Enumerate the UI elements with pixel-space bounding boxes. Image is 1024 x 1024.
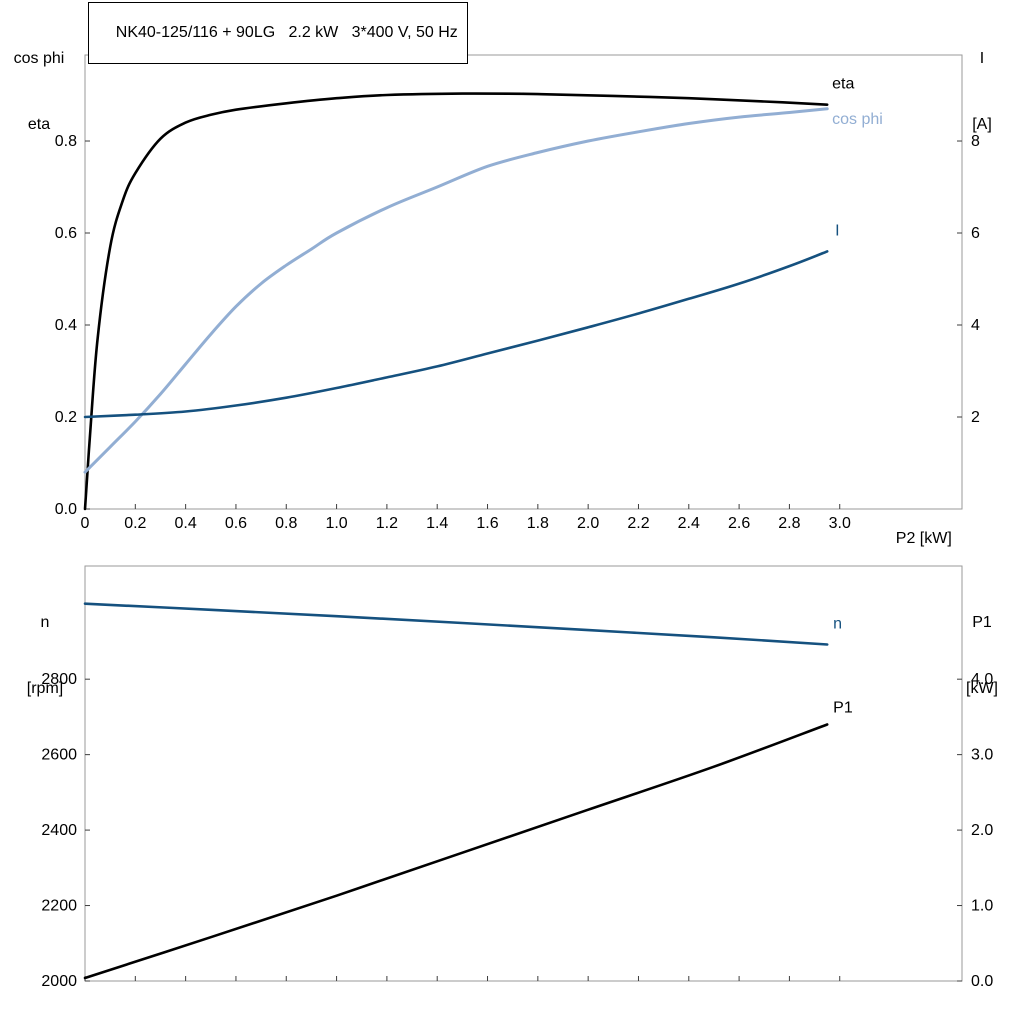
- axis-title-line: [rpm]: [26, 680, 64, 697]
- series-p1-curve: [83, 723, 829, 980]
- x-tick-label: 1.4: [426, 515, 448, 532]
- axis-title-line: eta: [27, 116, 51, 133]
- top-chart-right-axis-title: I [A]: [948, 4, 1016, 180]
- left-tick-label: 0.0: [55, 501, 77, 518]
- x-axis-label-text: P2 [kW]: [895, 530, 952, 547]
- x-tick-label: 0: [81, 515, 90, 532]
- chart-title-box: NK40-125/116 + 90LG 2.2 kW 3*400 V, 50 H…: [88, 2, 468, 64]
- x-tick-label: 3.0: [829, 515, 851, 532]
- right-tick-label: 3.0: [971, 747, 993, 764]
- series-p1-label: P1: [833, 699, 853, 716]
- right-tick-label: 2: [971, 409, 980, 426]
- left-tick-label: 0.6: [55, 225, 77, 242]
- x-tick-label: 2.2: [627, 515, 649, 532]
- chart-frame: [84, 54, 963, 510]
- bottom-chart-right-axis-title: P1 [kW]: [948, 568, 1016, 744]
- series-cos-phi-curve: [83, 107, 829, 474]
- x-tick-label: 0.4: [175, 515, 197, 532]
- right-tick-label: 6: [971, 225, 980, 242]
- series-eta-curve: [83, 92, 829, 511]
- axis-title-line: P1: [972, 614, 992, 631]
- right-tick-label: 4.0: [971, 671, 993, 688]
- series-i-label: I: [835, 222, 839, 239]
- series-eta-label: eta: [832, 76, 854, 93]
- series-n-curve: [83, 602, 829, 646]
- bottom-chart-left-axis-title: n [rpm]: [14, 568, 76, 744]
- left-tick-label: 2400: [41, 822, 77, 839]
- chart-title: NK40-125/116 + 90LG 2.2 kW 3*400 V, 50 H…: [115, 24, 458, 41]
- x-tick-label: 1.8: [527, 515, 549, 532]
- x-tick-label: 0.6: [225, 515, 247, 532]
- left-tick-label: 0.8: [55, 133, 77, 150]
- left-tick-label: 2200: [41, 898, 77, 915]
- x-tick-label: 2.0: [577, 515, 599, 532]
- top-chart-left-axis-title: cos phi eta: [6, 4, 72, 180]
- right-tick-label: 8: [971, 133, 980, 150]
- axis-title-line: n: [40, 614, 50, 631]
- chart-frame: [84, 565, 963, 982]
- x-tick-label: 2.8: [778, 515, 800, 532]
- right-tick-label: 2.0: [971, 822, 993, 839]
- x-tick-label: 2.6: [728, 515, 750, 532]
- left-tick-label: 0.4: [55, 317, 77, 334]
- series-n-label: n: [833, 615, 842, 632]
- axis-title-line: [kW]: [966, 680, 998, 697]
- left-tick-label: 2800: [41, 671, 77, 688]
- x-tick-label: 1.6: [476, 515, 498, 532]
- axis-title-line: [A]: [972, 116, 992, 133]
- left-tick-label: 0.2: [55, 409, 77, 426]
- left-tick-label: 2000: [41, 973, 77, 990]
- series-i-curve: [83, 250, 829, 419]
- right-tick-label: 1.0: [971, 898, 993, 915]
- x-tick-label: 2.4: [678, 515, 700, 532]
- right-tick-label: 4: [971, 317, 980, 334]
- series-cos-phi-label: cos phi: [832, 111, 883, 128]
- x-tick-label: 0.8: [275, 515, 297, 532]
- x-tick-label: 1.2: [376, 515, 398, 532]
- x-tick-label: 0.2: [124, 515, 146, 532]
- x-axis-label: P2 [kW]: [878, 512, 952, 566]
- left-tick-label: 2600: [41, 747, 77, 764]
- right-tick-label: 0.0: [971, 973, 993, 990]
- axis-title-line: I: [979, 50, 985, 67]
- axis-title-line: cos phi: [13, 50, 65, 67]
- x-tick-label: 1.0: [325, 515, 347, 532]
